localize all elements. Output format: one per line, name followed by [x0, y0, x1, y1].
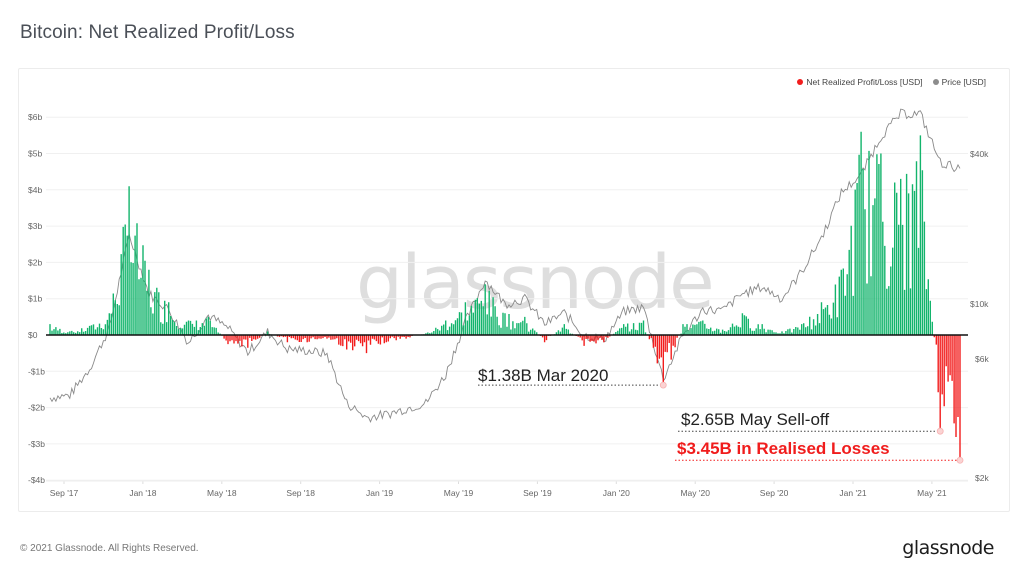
- page-title: Bitcoin: Net Realized Profit/Loss: [20, 22, 295, 43]
- legend-dot-icon: [932, 79, 939, 85]
- legend-dot-icon: [797, 79, 804, 85]
- svg-text:$6k: $6k: [975, 354, 989, 364]
- svg-text:Jan '21: Jan '21: [839, 488, 866, 498]
- copyright-notice: © 2021 Glassnode. All Rights Reserved.: [20, 543, 199, 554]
- svg-text:$3b: $3b: [28, 221, 42, 231]
- annotation-mar-2020: $1.38B Mar 2020: [478, 366, 609, 385]
- svg-text:-$3b: -$3b: [28, 439, 45, 449]
- svg-text:$2b: $2b: [28, 257, 42, 267]
- svg-text:Sep '18: Sep '18: [286, 488, 315, 498]
- svg-text:$40k: $40k: [970, 149, 989, 159]
- svg-text:-$4b: -$4b: [28, 475, 45, 485]
- svg-text:-$1b: -$1b: [28, 366, 45, 376]
- y-axis-left: $6b $5b $4b $3b $2b $1b $0 -$1b -$2b -$3b -$4b: [28, 112, 45, 485]
- chart-legend: Net Realized Profit/Loss [USD] Price [US…: [797, 77, 986, 87]
- svg-text:May '19: May '19: [444, 488, 474, 498]
- legend-label: Price [USD]: [941, 77, 986, 87]
- svg-text:Sep '20: Sep '20: [760, 488, 789, 498]
- chart-panel: [18, 68, 1010, 512]
- svg-text:$2k: $2k: [975, 473, 989, 483]
- svg-text:$6b: $6b: [28, 112, 42, 122]
- svg-text:$0: $0: [28, 330, 38, 340]
- svg-text:May '18: May '18: [207, 488, 237, 498]
- svg-text:Jan '20: Jan '20: [603, 488, 630, 498]
- y-axis-right: $40k $10k $6k $2k: [970, 149, 989, 483]
- legend-item-nrpl[interactable]: Net Realized Profit/Loss [USD]: [797, 77, 923, 87]
- annotation-realised-losses: $3.45B in Realised Losses: [677, 439, 890, 458]
- x-axis: Sep '17 Jan '18 May '18 Sep '18 Jan '19 May '…: [46, 480, 968, 498]
- gridlines: [46, 116, 968, 481]
- svg-text:May '21: May '21: [917, 488, 947, 498]
- svg-text:Jan '19: Jan '19: [366, 488, 393, 498]
- svg-text:Jan '18: Jan '18: [129, 488, 156, 498]
- svg-text:$10k: $10k: [970, 299, 989, 309]
- svg-text:$5b: $5b: [28, 149, 42, 159]
- svg-text:$1b: $1b: [28, 294, 42, 304]
- svg-text:Sep '17: Sep '17: [50, 488, 79, 498]
- annotation-leaders: [478, 381, 964, 464]
- svg-text:May '20: May '20: [680, 488, 710, 498]
- glassnode-logo[interactable]: glassnode: [902, 537, 994, 559]
- annotation-may-selloff: $2.65B May Sell-off: [681, 410, 830, 429]
- legend-item-price[interactable]: Price [USD]: [932, 77, 986, 87]
- svg-text:Sep '19: Sep '19: [523, 488, 552, 498]
- svg-text:-$2b: -$2b: [28, 403, 45, 413]
- legend-label: Net Realized Profit/Loss [USD]: [806, 77, 923, 87]
- svg-text:$4b: $4b: [28, 185, 42, 195]
- profit-series-line: [49, 131, 933, 335]
